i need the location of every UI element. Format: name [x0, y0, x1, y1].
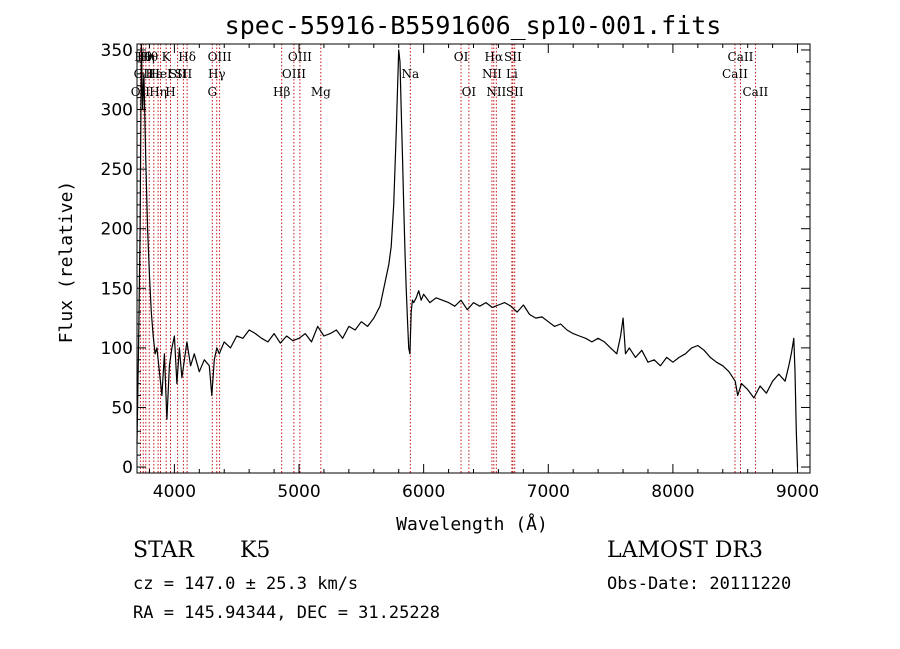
line-label-2-0: Hη	[137, 50, 155, 64]
line-label-4-0: Hε	[145, 67, 162, 81]
y-tick-label: 150	[101, 279, 133, 299]
line-label-22-0: NII	[482, 67, 502, 81]
object-subclass: K5	[240, 538, 271, 563]
x-tick-label: 4000	[153, 482, 196, 502]
y-axis-label: Flux (relative)	[56, 181, 77, 344]
line-label-21-0: OI	[462, 85, 477, 99]
line-label-12-0: G	[207, 85, 217, 99]
line-label-29-0: CaII	[728, 50, 754, 64]
x-tick-label: 6000	[402, 482, 445, 502]
x-tick-label: 8000	[651, 482, 694, 502]
line-label-16-0: OIII	[282, 67, 306, 81]
x-tick-label: 5000	[277, 482, 320, 502]
line-label-5-0: Hη	[149, 85, 167, 99]
line-label-25-0: Li	[506, 67, 518, 81]
line-label-19-0: Na	[401, 67, 419, 81]
y-tick-label: 0	[122, 458, 133, 478]
x-tick-label: 7000	[527, 482, 570, 502]
line-label-18-0: Mg	[311, 85, 331, 99]
y-tick-label: 350	[101, 41, 133, 61]
survey-name: LAMOST DR3	[607, 538, 763, 563]
spectrum-series	[136, 43, 799, 468]
plot-frame	[136, 43, 811, 474]
line-label-1-0: Hθ	[134, 50, 152, 64]
line-label-27-0: SII	[506, 85, 524, 99]
object-class: STAR	[133, 538, 194, 563]
y-tick-label: 50	[111, 398, 133, 418]
redshift-cz: cz = 147.0 ± 25.3 km/s	[133, 574, 359, 594]
x-tick-label: 9000	[776, 482, 819, 502]
line-label-13-0: Hγ	[208, 67, 226, 81]
line-label-24-0: NII	[486, 85, 506, 99]
line-label-8-0: H	[165, 85, 175, 99]
observation-date: Obs-Date: 20111220	[607, 574, 792, 594]
line-label-11-0: SII	[175, 67, 193, 81]
line-label-10-0: Hδ	[178, 50, 196, 64]
line-label-28-0: CaII	[722, 67, 748, 81]
line-label-17-0: OIII	[288, 50, 312, 64]
y-tick-label: 200	[101, 220, 133, 240]
line-labels: OIIHθOIIHηHθHεHηHeIKHSIIHδSIIGHγOIIIHβOI…	[131, 50, 769, 99]
line-label-9-0: SII	[169, 67, 187, 81]
emission-line-markers	[139, 44, 756, 473]
line-label-7-0: K	[162, 50, 172, 64]
axes: 4000 5000 6000 7000 8000 9000 0 50 100 150 200 250 3…	[101, 41, 820, 502]
y-tick-label: 100	[101, 339, 133, 359]
line-label-1-1: OII	[134, 67, 154, 81]
line-label-26-0: SII	[504, 50, 522, 64]
line-label-3-0: Hθ	[140, 50, 158, 64]
line-label-30-0: CaII	[742, 85, 768, 99]
x-axis-label: Wavelength (Å)	[396, 513, 548, 535]
y-tick-label: 300	[101, 101, 133, 121]
line-label-23-0: Hα	[485, 50, 504, 64]
spectrum-line	[136, 43, 799, 468]
line-label-15-0: Hβ	[273, 85, 290, 99]
chart-title: spec-55916-B5591606_sp10-001.fits	[225, 11, 722, 40]
coordinates: RA = 145.94344, DEC = 31.25228	[133, 603, 441, 623]
line-label-0-0: OII	[131, 85, 151, 99]
line-label-6-0: HeI	[149, 67, 172, 81]
line-label-20-0: OI	[454, 50, 469, 64]
y-tick-label: 250	[101, 160, 133, 180]
line-label-14-0: OIII	[208, 50, 232, 64]
